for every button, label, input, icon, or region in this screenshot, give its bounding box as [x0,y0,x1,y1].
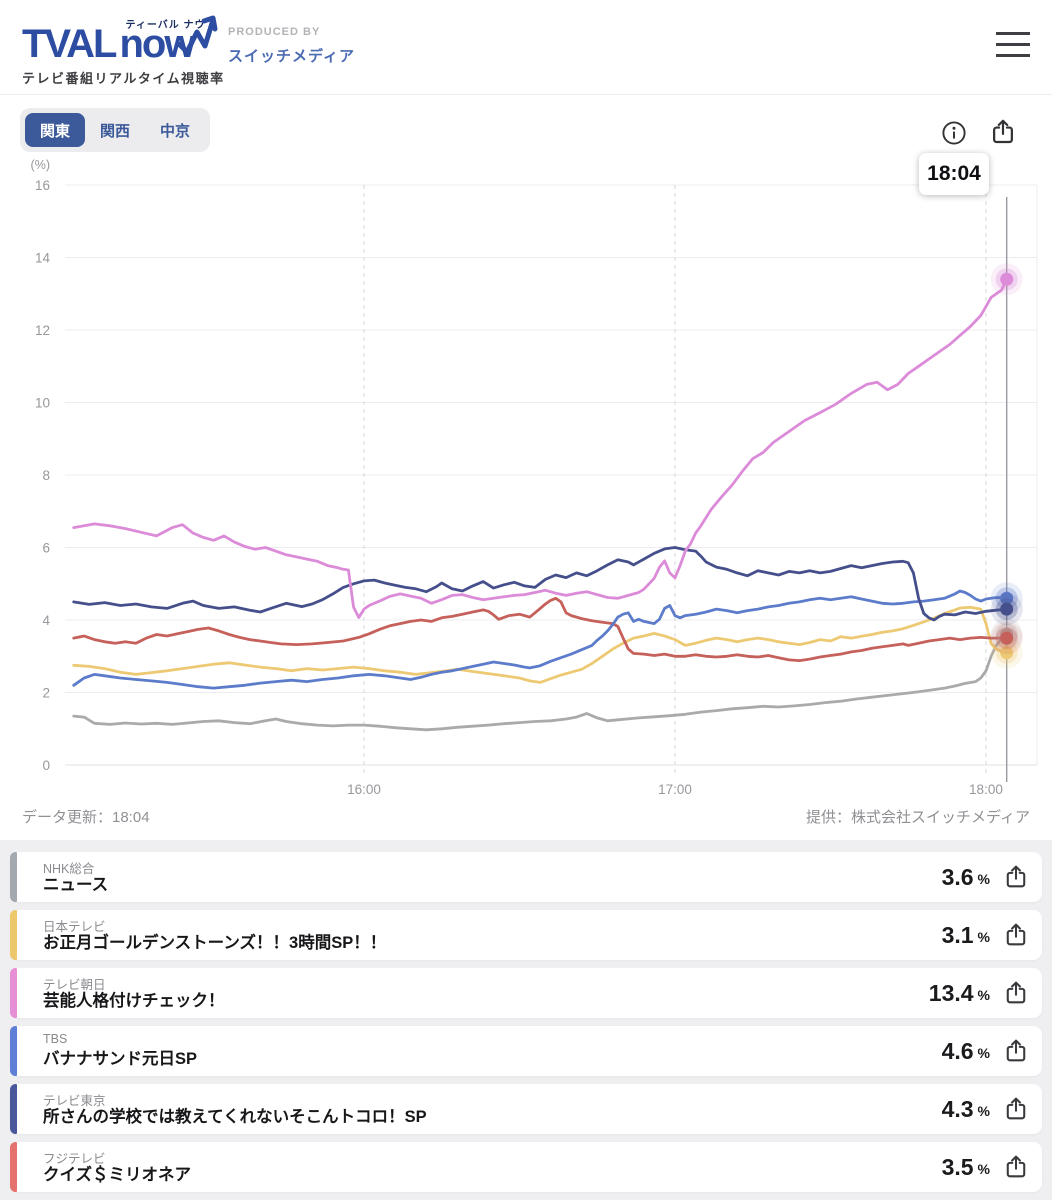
logo-arrow-icon [176,15,218,55]
row-share-icon[interactable] [1003,1154,1029,1180]
y-tick-10: 10 [35,396,50,411]
rating-unit: % [977,1045,990,1061]
dot-TBS [1000,591,1014,605]
program-title: お正月ゴールデンストーンズ！！3時間SP！！ [43,934,387,952]
channel-color-bar [10,1084,17,1134]
rating-value: 4.3% [942,1084,990,1134]
row-share-icon[interactable] [1003,980,1029,1006]
produced-by-label: PRODUCED BY [228,26,321,38]
channel-color-bar [10,968,17,1018]
program-title: 芸能人格付けチェック！ [43,992,225,1010]
channel-color-bar [10,1142,17,1192]
logo-ruby: ティーバル ナウ [125,20,206,31]
produced-by: PRODUCED BY スイッチメディア [228,26,355,66]
channel-color-bar [10,1026,17,1076]
rating-value: 13.4% [929,968,990,1018]
program-title: 所さんの学校では教えてくれないそこんトコロ！SP [43,1108,427,1126]
program-row-3[interactable]: TBS バナナサンド元日SP 4.6% [10,1026,1042,1076]
rating-number: 3.5 [941,1153,974,1180]
y-tick-16: 16 [35,178,50,193]
logo-subtitle: テレビ番組リアルタイム視聴率 [22,71,225,86]
channel-name: TBS [43,1032,68,1046]
channel-name: テレビ朝日 [43,978,106,992]
program-row-5[interactable]: フジテレビ クイズ＄ミリオネア 3.5% [10,1142,1042,1192]
dot-テレビ東京 [1000,602,1014,616]
y-tick-2: 2 [42,686,50,701]
program-row-2[interactable]: テレビ朝日 芸能人格付けチェック！ 13.4% [10,968,1042,1018]
logo-title: TVAL [22,22,117,66]
y-tick-12: 12 [35,323,50,338]
region-tab-2[interactable]: 中京 [145,113,205,147]
channel-color-bar [10,910,17,960]
cursor-time-tooltip: 18:04 [919,153,989,195]
dot-日本テレビ [1000,646,1014,660]
channel-name: 日本テレビ [43,920,106,934]
channel-name: テレビ東京 [43,1094,106,1108]
series-line-テレビ東京 [72,546,1009,622]
produced-by-company[interactable]: スイッチメディア [228,48,355,65]
y-tick-14: 14 [35,251,51,266]
program-row-0[interactable]: NHK総合 ニュース 3.6% [10,852,1042,902]
series-line-TBS [72,589,1009,690]
row-share-icon[interactable] [1003,922,1029,948]
region-tab-bar: 関東 関西 中京 [20,108,210,152]
header: TVAL ティーバル ナウ now テレビ番組リアルタイム視聴率 PRODUCE… [0,0,1052,95]
row-share-icon[interactable] [1003,1096,1029,1122]
row-share-icon[interactable] [1003,864,1029,890]
program-title: バナナサンド元日SP [43,1050,198,1068]
rating-unit: % [977,871,990,887]
chart-footer: データ更新：18:04 提供：株式会社スイッチメディア [0,806,1052,827]
row-share-icon[interactable] [1003,1038,1029,1064]
series-line-フジテレビ [72,596,1009,662]
channel-color-bar [10,852,17,902]
y-tick-8: 8 [42,468,50,483]
program-title: クイズ＄ミリオネア [43,1166,192,1184]
rating-unit: % [977,1161,990,1177]
rating-unit: % [977,929,990,945]
channel-name: NHK総合 [43,862,95,876]
rating-number: 4.3 [941,1095,974,1122]
rating-number: 13.4 [928,979,974,1006]
rating-unit: % [977,1103,990,1119]
rating-number: 3.1 [941,921,974,948]
program-title: ニュース [43,876,109,894]
info-icon[interactable] [941,120,967,146]
channel-name: フジテレビ [43,1152,106,1166]
chart-share-icon[interactable] [989,118,1017,146]
program-list: NHK総合 ニュース 3.6% 日本テレビ お正月ゴールデンストーンズ！！3時間SP！！… [0,840,1052,1200]
x-tick-17:00: 17:00 [658,782,692,797]
rating-number: 4.6 [941,1037,974,1064]
series-line-テレビ朝日 [72,277,1009,619]
tval-now-logo[interactable]: TVAL ティーバル ナウ now テレビ番組リアルタイム視聴率 [22,8,225,87]
dot-フジテレビ [1000,631,1014,645]
rating-value: 3.1% [942,910,990,960]
rating-value: 4.6% [942,1026,990,1076]
series-line-NHK総合 [72,633,1009,732]
series-line-日本テレビ [72,605,1009,684]
data-updated-label: データ更新：18:04 [22,809,150,826]
region-tab-0[interactable]: 関東 [25,113,85,147]
rating-unit: % [977,987,990,1003]
hamburger-menu-icon[interactable] [996,32,1034,64]
y-axis-unit: (%) [31,158,50,172]
x-tick-16:00: 16:00 [347,782,381,797]
y-tick-4: 4 [42,613,50,628]
provider-label: 提供：株式会社スイッチメディア [806,809,1030,826]
ratings-line-chart[interactable]: 0 2 4 6 8 10 12 14 16 (%) 16:00 17:00 18:00 [0,118,1052,818]
program-row-4[interactable]: テレビ東京 所さんの学校では教えてくれないそこんトコロ！SP 4.3% [10,1084,1042,1134]
x-tick-18:00: 18:00 [969,782,1003,797]
dot-テレビ朝日 [1000,272,1014,286]
program-row-1[interactable]: 日本テレビ お正月ゴールデンストーンズ！！3時間SP！！ 3.1% [10,910,1042,960]
rating-value: 3.5% [942,1142,990,1192]
rating-number: 3.6 [941,863,974,890]
y-tick-0: 0 [42,758,50,773]
y-tick-6: 6 [42,541,50,556]
rating-value: 3.6% [942,852,990,902]
region-tab-1[interactable]: 関西 [85,113,145,147]
